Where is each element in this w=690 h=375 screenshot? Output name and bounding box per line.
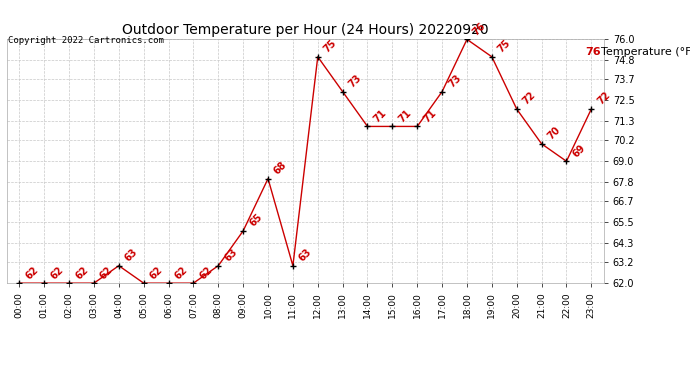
Text: 62: 62 [197,264,214,281]
Text: Temperature (°F): Temperature (°F) [602,47,690,57]
Title: Outdoor Temperature per Hour (24 Hours) 20220920: Outdoor Temperature per Hour (24 Hours) … [122,23,489,37]
Text: 65: 65 [247,212,264,229]
Text: 63: 63 [297,247,314,264]
Text: 72: 72 [521,90,538,107]
Text: 73: 73 [446,73,463,90]
Text: Copyright 2022 Cartronics.com: Copyright 2022 Cartronics.com [8,36,164,45]
Text: 63: 63 [222,247,239,264]
Text: 63: 63 [123,247,139,264]
Text: 76: 76 [471,21,488,37]
Text: 71: 71 [372,108,388,124]
Text: 75: 75 [496,38,513,55]
Text: 75: 75 [322,38,339,55]
Text: 72: 72 [595,90,612,107]
Text: 62: 62 [172,264,189,281]
Text: 71: 71 [397,108,413,124]
Text: 71: 71 [422,108,438,124]
Text: 68: 68 [272,160,289,177]
Text: 73: 73 [347,73,364,90]
Text: 62: 62 [73,264,90,281]
Text: 70: 70 [546,125,562,142]
Text: 62: 62 [98,264,115,281]
Text: 76: 76 [585,47,601,57]
Text: 62: 62 [148,264,164,281]
Text: 62: 62 [48,264,65,281]
Text: 62: 62 [23,264,40,281]
Text: 69: 69 [571,142,587,159]
